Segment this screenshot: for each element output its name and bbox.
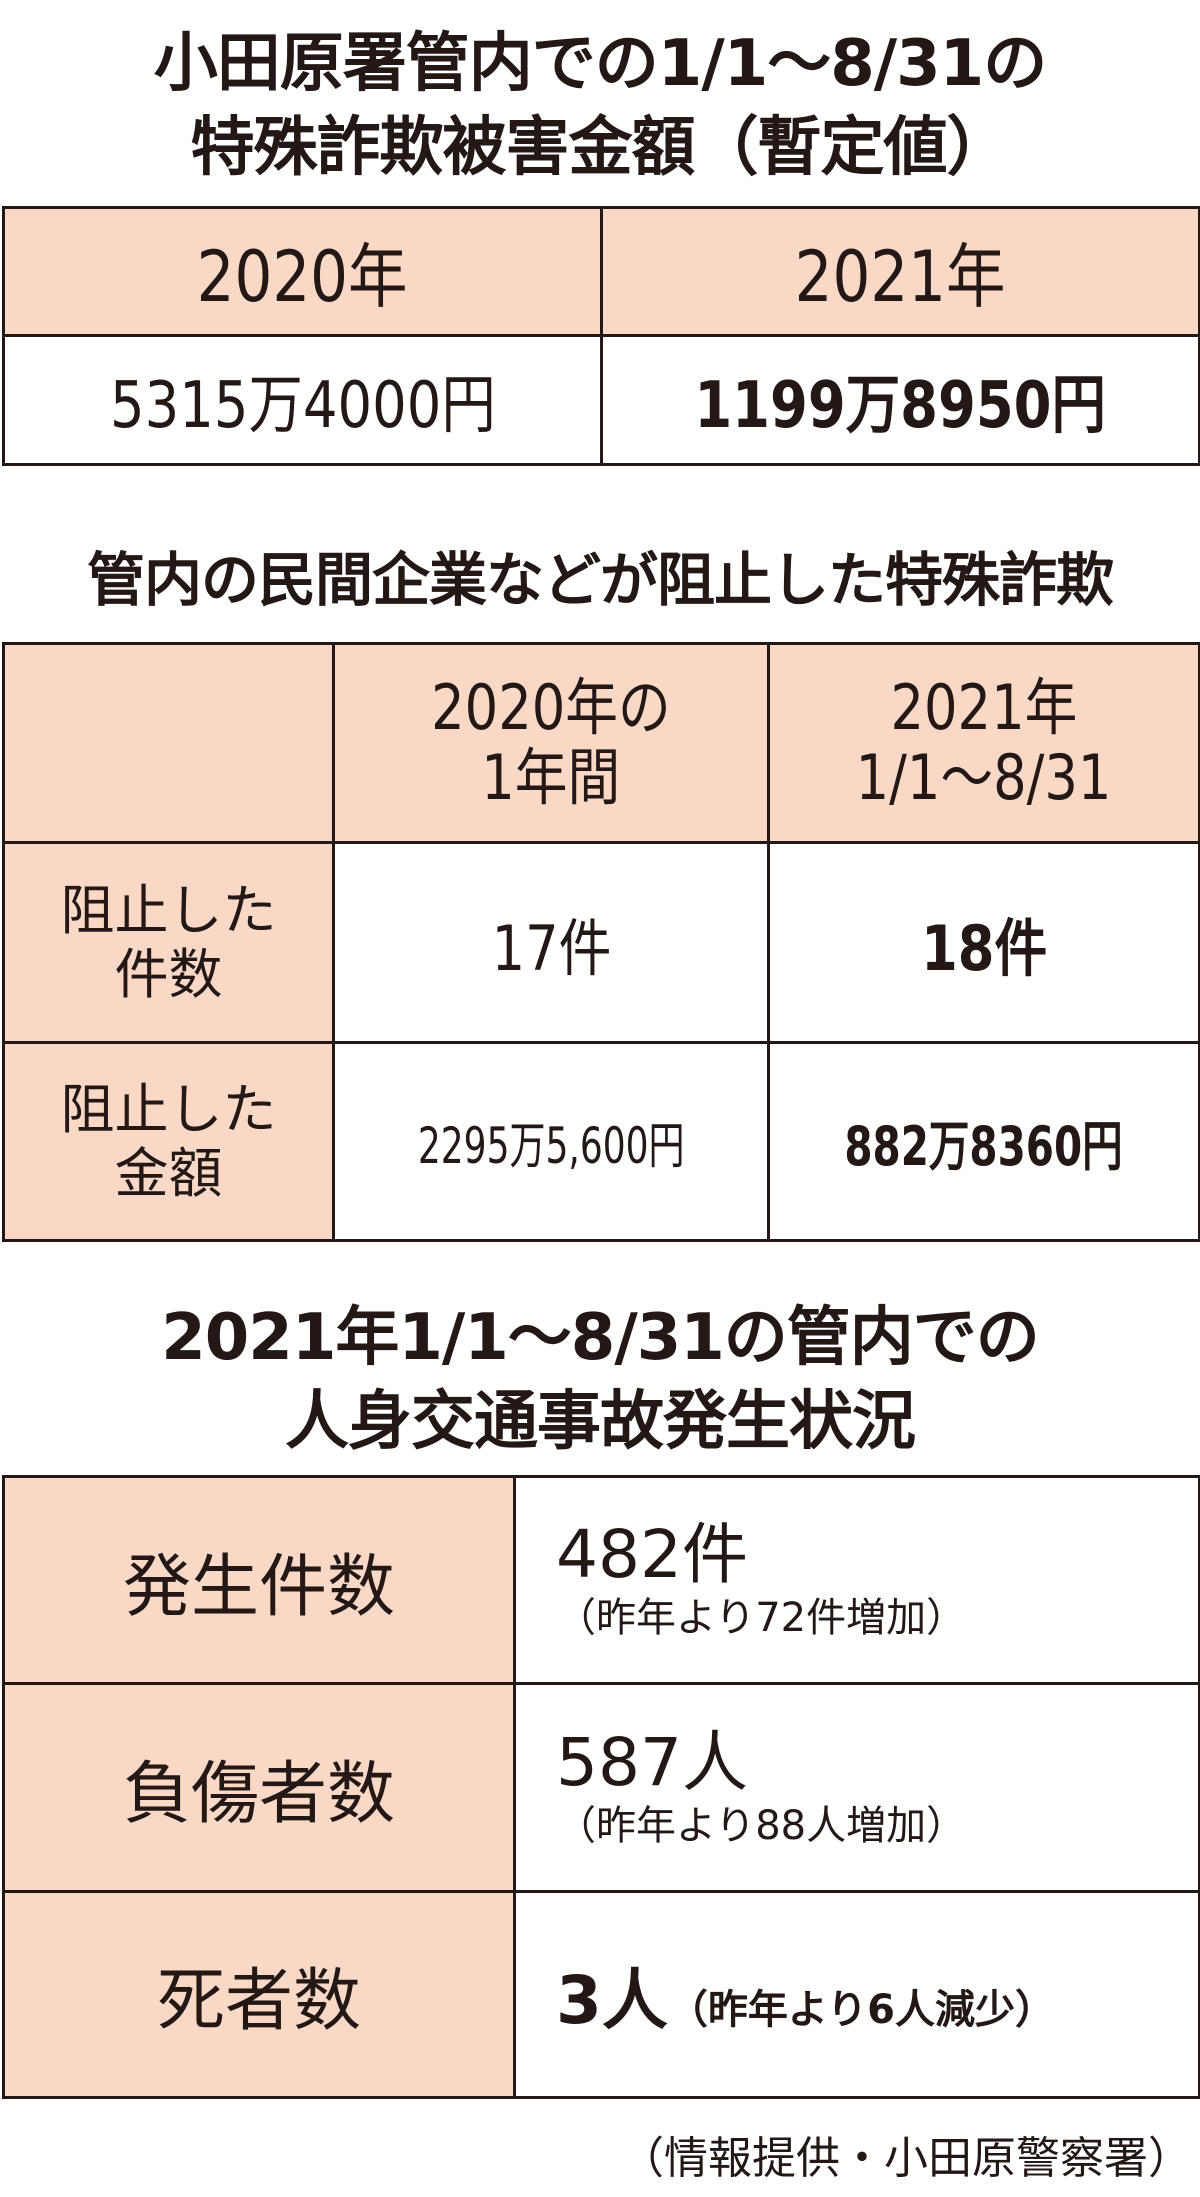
- prevented-fraud-table: 2020年の 1年間 2021年 1/1〜8/31 阻止した 件数 17件 18件…: [2, 642, 1200, 1242]
- row-label: 阻止した 金額: [2, 1041, 335, 1242]
- amount-2020: 2295万5,600円: [332, 1041, 770, 1242]
- value-2020: 5315万4000円: [2, 334, 603, 466]
- header-2020: 2020年: [2, 206, 603, 337]
- row-value: 3人（昨年より6人減少）: [513, 1890, 1200, 2099]
- header-2021-period: 2021年 1/1〜8/31: [767, 642, 1200, 844]
- title-line: 人身交通事故発生状況: [285, 1385, 916, 1459]
- table-row: 阻止した 金額 2295万5,600円 882万8360円: [2, 1041, 1200, 1242]
- title-line: 特殊詐欺被害金額（暫定値）: [190, 111, 1011, 185]
- traffic-accident-table: 発生件数 482件 （昨年より72件増加） 負傷者数 587人 （昨年より88人…: [2, 1475, 1200, 2099]
- title-line: 小田原署管内での1/1〜8/31の: [153, 27, 1047, 101]
- value-2021: 1199万8950円: [600, 334, 1200, 466]
- header-2020-year: 2020年の 1年間: [332, 642, 770, 844]
- section3-title: 2021年1/1〜8/31の管内での 人身交通事故発生状況: [0, 1296, 1200, 1464]
- section2-title: 管内の民間企業などが阻止した特殊詐欺: [86, 546, 1114, 614]
- count-2021: 18件: [767, 841, 1200, 1044]
- table-row: 発生件数 482件 （昨年より72件増加）: [2, 1475, 1200, 1685]
- header-2021: 2021年: [600, 206, 1200, 337]
- empty-corner: [2, 642, 335, 844]
- amount-2021: 882万8360円: [767, 1041, 1200, 1242]
- row-label: 死者数: [2, 1890, 516, 2099]
- row-label: 阻止した 件数: [2, 841, 335, 1044]
- source-credit: （情報提供・小田原警察署）: [620, 2133, 1192, 2184]
- title-line: 2021年1/1〜8/31の管内での: [161, 1301, 1040, 1375]
- row-value: 482件 （昨年より72件増加）: [513, 1475, 1200, 1685]
- count-2020: 17件: [332, 841, 770, 1044]
- row-label: 負傷者数: [2, 1682, 516, 1893]
- table-row: 死者数 3人（昨年より6人減少）: [2, 1890, 1200, 2099]
- row-label: 発生件数: [2, 1475, 516, 1685]
- table-row: 阻止した 件数 17件 18件: [2, 841, 1200, 1044]
- fraud-damage-table: 2020年 2021年 5315万4000円 1199万8950円: [2, 206, 1200, 466]
- section1-title: 小田原署管内での1/1〜8/31の 特殊詐欺被害金額（暫定値）: [0, 22, 1200, 190]
- row-value: 587人 （昨年より88人増加）: [513, 1682, 1200, 1893]
- table-row: 負傷者数 587人 （昨年より88人増加）: [2, 1682, 1200, 1893]
